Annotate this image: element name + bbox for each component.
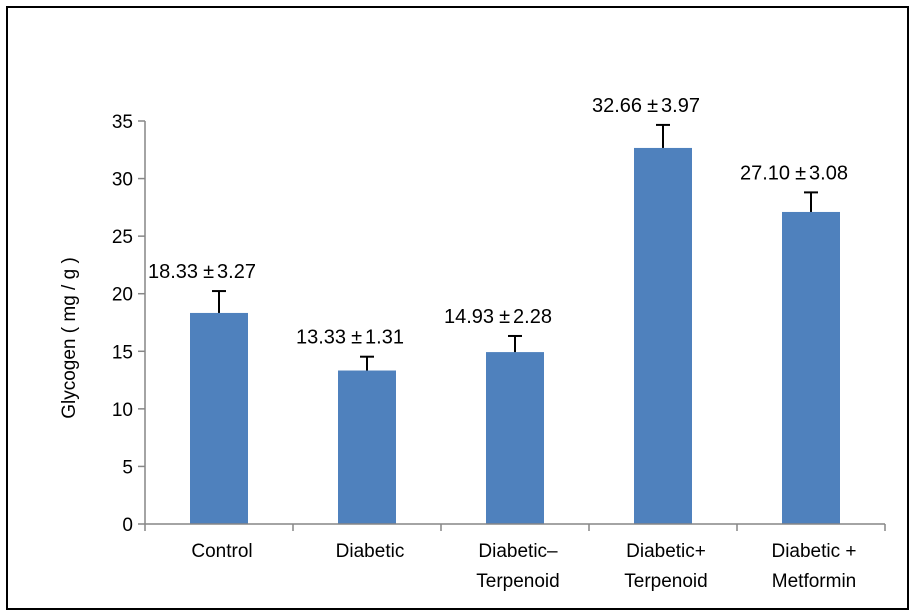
bar-0 [190,312,248,524]
x-category-label-4-0: Diabetic + [771,541,856,562]
bar-4 [782,211,840,524]
data-label-mean-4: 27.10 [740,162,790,184]
x-category-label-2-1: Terpenoid [476,571,559,592]
data-label-mean-3: 32.66 [592,95,642,117]
data-label-sd-1: 1.31 [365,327,404,349]
data-label-mean-1: 13.33 [296,327,346,349]
data-label-mean-2: 14.93 [444,306,494,328]
y-tick-label-30: 30 [112,170,133,191]
x-axis: Control Diabetic Diabetic– Terpenoid Diabeti… [144,523,886,592]
data-label-1: 13.33 ±1.31 [296,327,404,349]
data-label-0: 18.33 ±3.27 [148,261,256,283]
x-category-label-1-0: Diabetic [336,541,405,562]
data-label-pm-0: ± [203,261,214,283]
y-tick-label-10: 10 [112,400,133,421]
x-category-label-3-0: Diabetic+ [626,541,706,562]
data-label-pm-1: ± [351,327,362,349]
x-category-label-3-1: Terpenoid [624,571,707,592]
y-tick-label-25: 25 [112,227,133,248]
data-label-pm-2: ± [499,306,510,328]
y-tick-label-20: 20 [112,285,133,306]
bar-2 [486,352,544,524]
data-label-2: 14.93 ±2.28 [444,306,552,328]
data-label-sd-2: 2.28 [513,306,552,328]
x-category-label-2-0: Diabetic– [478,541,558,562]
data-label-sd-4: 3.08 [809,162,848,184]
x-category-label-4-1: Metformin [772,571,856,592]
y-tick-label-35: 35 [112,112,133,133]
bar-1 [338,370,396,524]
y-axis-label: Glycogen ( mg / g ) [59,257,80,419]
y-axis: 0 5 10 15 20 25 30 35 [112,112,146,536]
data-label-pm-3: ± [647,95,658,117]
data-label-4: 27.10 ±3.08 [740,162,848,184]
y-tick-label-15: 15 [112,342,133,363]
y-tick-label-0: 0 [122,515,133,536]
bar-3 [634,147,692,525]
x-category-label-0-0: Control [191,541,252,562]
data-label-3: 32.66 ±3.97 [592,95,700,117]
error-bars [212,123,818,371]
bars [190,147,840,525]
chart-frame [6,6,909,610]
y-tick-label-5: 5 [122,457,133,478]
data-label-mean-0: 18.33 [148,261,198,283]
data-label-sd-0: 3.27 [217,261,256,283]
data-label-sd-3: 3.97 [661,95,700,117]
data-label-pm-4: ± [795,162,806,184]
